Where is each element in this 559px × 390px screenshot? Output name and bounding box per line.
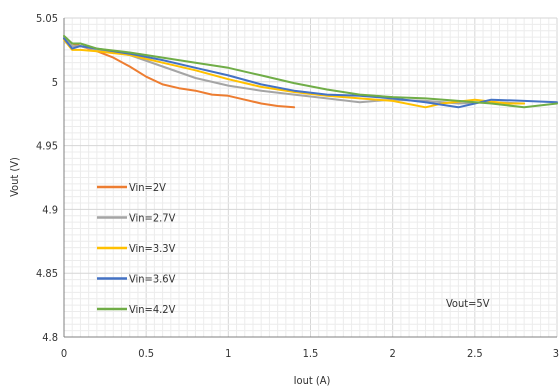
- legend-label: Vin=2V: [129, 181, 166, 194]
- x-axis-label: Iout (A): [294, 374, 331, 387]
- series-line: [63, 38, 526, 109]
- legend: Vin=2V Vin=2.7V Vin=3.3V Vin=3.6V Vin=4.2V: [97, 181, 176, 316]
- x-tick-label: 1: [225, 347, 231, 360]
- x-tick-label: 0: [61, 347, 67, 360]
- legend-label: Vin=4.2V: [129, 303, 176, 316]
- legend-label: Vin=3.3V: [129, 242, 176, 255]
- vout-annotation: Vout=5V: [446, 297, 490, 310]
- y-tick-label: 5: [52, 76, 58, 89]
- series-line: [63, 34, 558, 109]
- x-tick-label: 2: [390, 347, 396, 360]
- x-tick-label: 2.5: [467, 347, 483, 360]
- y-tick-label: 4.95: [36, 140, 58, 153]
- y-tick-label: 4.9: [42, 203, 58, 216]
- x-tick-label: 1.5: [303, 347, 319, 360]
- series-lines: [63, 34, 558, 109]
- axes: [63, 18, 557, 338]
- series-line: [63, 36, 526, 105]
- grid: [63, 17, 558, 338]
- x-tick-label: 0.5: [138, 347, 154, 360]
- tick-labels: 0 0.5 1 1.5 2 2.5 3 4.8 4.85 4.9 4.95 5 5.05: [36, 12, 559, 360]
- legend-label: Vin=2.7V: [129, 212, 176, 225]
- y-tick-label: 4.8: [42, 331, 58, 344]
- y-tick-label: 4.85: [36, 267, 58, 280]
- x-tick-label: 3: [553, 347, 559, 360]
- y-axis-label: Vout (V): [8, 157, 21, 197]
- y-tick-label: 5.05: [36, 12, 58, 25]
- legend-label: Vin=3.6V: [129, 273, 176, 286]
